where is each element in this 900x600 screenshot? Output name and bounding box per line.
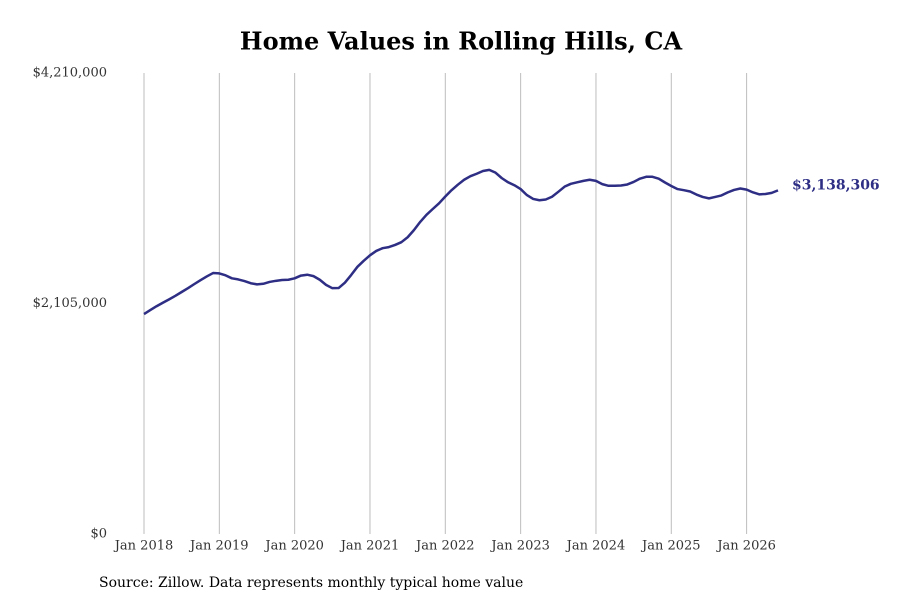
x-tick-label: Jan 2025 — [640, 539, 701, 554]
y-tick-label: $4,210,000 — [33, 66, 107, 81]
value-label: $3,138,306 — [792, 177, 880, 193]
x-tick-label: Jan 2020 — [263, 539, 324, 554]
chart-title: Home Values in Rolling Hills, CA — [240, 27, 683, 56]
x-tick-label: Jan 2018 — [113, 539, 174, 554]
line-series — [143, 168, 779, 316]
x-tick-label: Jan 2024 — [565, 539, 626, 554]
y-tick-label: $2,105,000 — [33, 296, 107, 311]
x-tick-label: Jan 2019 — [188, 539, 249, 554]
x-tick-label: Jan 2026 — [715, 539, 776, 554]
x-tick-label: Jan 2023 — [489, 539, 550, 554]
x-tick-label: Jan 2022 — [414, 539, 475, 554]
y-tick-label: $0 — [90, 527, 107, 542]
source-note: Source: Zillow. Data represents monthly … — [99, 575, 523, 591]
x-tick-label: Jan 2021 — [339, 539, 400, 554]
